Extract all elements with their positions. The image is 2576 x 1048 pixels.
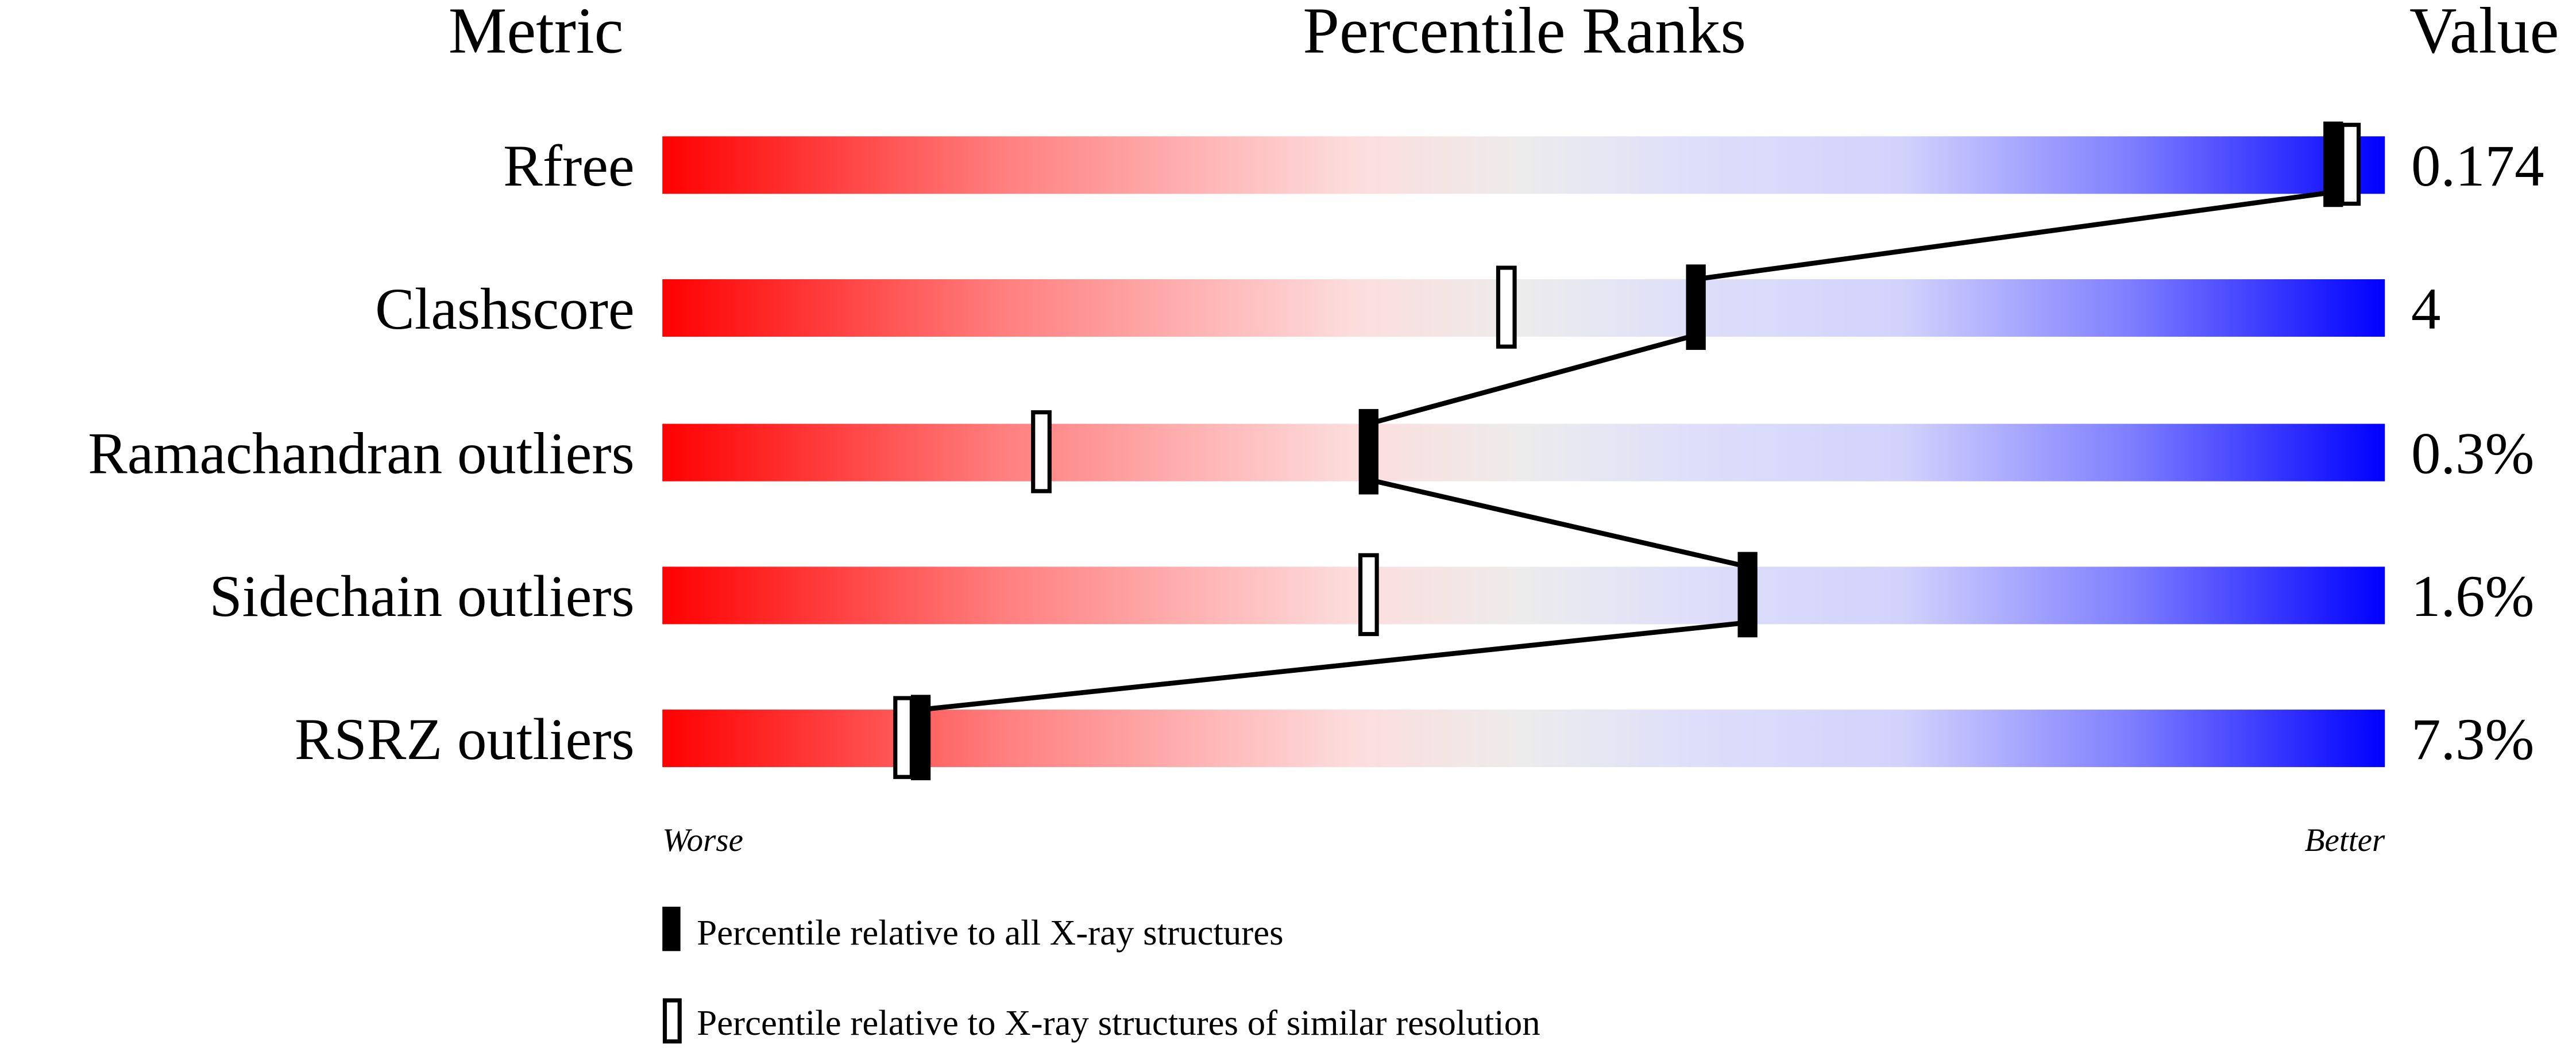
axis-worse-label: Worse: [662, 822, 743, 858]
all-structures-marker: [1686, 264, 1706, 350]
all-structures-marker: [1737, 552, 1758, 638]
metric-value: 1.6%: [2411, 564, 2534, 629]
similar-resolution-marker: [1358, 553, 1379, 637]
percentile-bar: [662, 136, 2385, 194]
similar-resolution-marker: [893, 696, 914, 779]
percentile-bar: [662, 279, 2385, 337]
similar-resolution-marker: [1031, 410, 1052, 494]
metric-label: Rfree: [503, 133, 635, 199]
metric-value: 0.174: [2411, 133, 2544, 199]
metric-label: Sidechain outliers: [209, 564, 634, 629]
legend-all-label: Percentile relative to all X-ray structu…: [697, 912, 1283, 953]
all-structures-marker: [2323, 121, 2343, 207]
metric-label: RSRZ outliers: [295, 707, 635, 772]
similar-resolution-marker: [2340, 122, 2361, 206]
legend-similar-label: Percentile relative to X-ray structures …: [697, 1003, 1540, 1043]
metric-value: 7.3%: [2411, 707, 2534, 772]
percentile-bar: [662, 423, 2385, 481]
header-value: Value: [2409, 0, 2559, 67]
header-metric: Metric: [449, 0, 624, 67]
metric-label: Clashscore: [375, 276, 635, 342]
all-structures-marker: [1358, 409, 1378, 495]
metric-value: 4: [2411, 276, 2440, 342]
percentile-bar: [662, 710, 2385, 768]
metric-value: 0.3%: [2411, 421, 2534, 486]
legend-filled-marker: [662, 907, 681, 951]
all-structures-marker: [910, 695, 931, 780]
legend-open-marker: [662, 998, 682, 1044]
percentile-bar: [662, 567, 2385, 625]
metric-label: Ramachandran outliers: [88, 421, 635, 486]
header-percentile-ranks: Percentile Ranks: [1303, 0, 1746, 67]
similar-resolution-marker: [1496, 265, 1517, 349]
axis-better-label: Better: [2305, 822, 2385, 858]
